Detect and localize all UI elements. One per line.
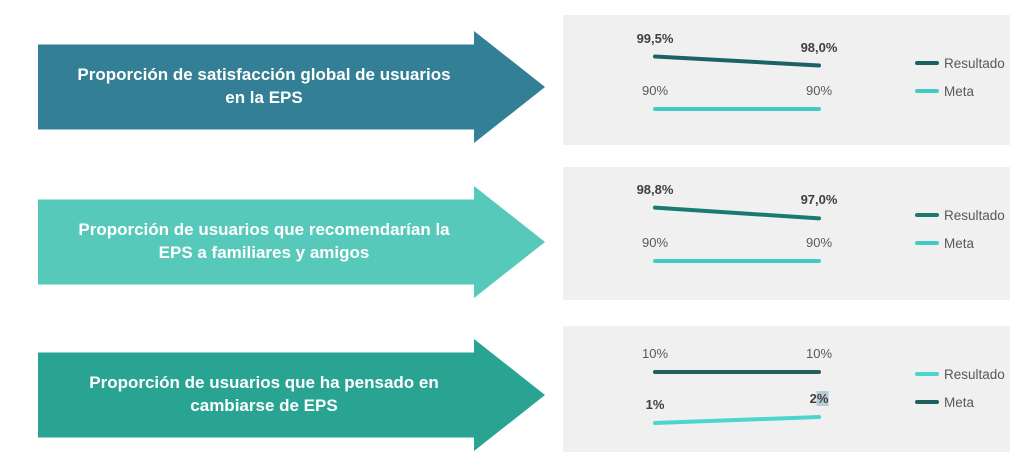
data-label: 90% bbox=[641, 83, 669, 98]
data-labels-layer: 99,5% 98,0% 90% 90% bbox=[563, 15, 1010, 145]
legend-item-resultado: Resultado bbox=[915, 365, 1005, 383]
legend-dash-icon bbox=[915, 89, 939, 93]
data-label: 1% bbox=[645, 397, 665, 412]
data-label: 97,0% bbox=[800, 192, 838, 207]
legend-label: Resultado bbox=[944, 55, 1005, 71]
chart-legend: Resultado Meta bbox=[915, 365, 1005, 411]
series-line-resultado bbox=[653, 415, 821, 425]
line-chart bbox=[653, 370, 821, 425]
data-label: 90% bbox=[641, 235, 669, 250]
chart-legend: Resultado Meta bbox=[915, 54, 1005, 100]
legend-label: Resultado bbox=[944, 366, 1005, 382]
legend-label: Resultado bbox=[944, 207, 1005, 223]
data-label: 98,8% bbox=[636, 182, 674, 197]
legend-label: Meta bbox=[944, 394, 975, 410]
legend-item-resultado: Resultado bbox=[915, 54, 1005, 72]
chart-legend: Resultado Meta bbox=[915, 206, 1005, 252]
arrow-label-line: EPS a familiares y amigos bbox=[158, 243, 370, 262]
data-label: 90% bbox=[805, 235, 833, 250]
arrow-banner-label: Proporción de usuarios que ha pensado en… bbox=[38, 372, 490, 418]
arrow-label-line: Proporción de usuarios que recomendarían… bbox=[78, 220, 450, 240]
legend-item-meta: Meta bbox=[915, 393, 1005, 411]
arrow-banner-recomendacion: Proporción de usuarios que recomendarían… bbox=[38, 186, 545, 298]
arrow-banner-label: Proporción de satisfacción global de usu… bbox=[38, 64, 490, 110]
data-label: 98,0% bbox=[800, 40, 838, 55]
arrow-banner-label: Proporción de usuarios que recomendarían… bbox=[38, 219, 490, 265]
data-labels-layer: 98,8% 97,0% 90% 90% bbox=[563, 167, 1010, 300]
series-line-resultado bbox=[653, 205, 821, 221]
legend-dash-icon bbox=[915, 61, 939, 65]
legend-dash-icon bbox=[915, 400, 939, 404]
data-label: 99,5% bbox=[636, 31, 674, 46]
data-labels-layer: 1% 2% 10% 10% bbox=[563, 326, 1010, 452]
arrow-label-line: Proporción de satisfacción global de usu… bbox=[77, 65, 451, 85]
series-line-resultado bbox=[653, 54, 821, 68]
chart-panel-recomendacion: 98,8% 97,0% 90% 90% Resultado Meta bbox=[563, 167, 1010, 300]
legend-dash-icon bbox=[915, 213, 939, 217]
chart-panel-satisfaccion: 99,5% 98,0% 90% 90% Resultado Meta bbox=[563, 15, 1010, 145]
legend-label: Meta bbox=[944, 83, 975, 99]
arrow-label-line: Proporción de usuarios que ha pensado en bbox=[89, 373, 439, 393]
data-label: 10% bbox=[641, 346, 669, 361]
legend-item-meta: Meta bbox=[915, 82, 1005, 100]
arrow-label-line: en la EPS bbox=[225, 88, 303, 107]
legend-item-meta: Meta bbox=[915, 234, 1005, 252]
legend-dash-icon bbox=[915, 372, 939, 376]
line-chart bbox=[653, 54, 821, 111]
data-label: 90% bbox=[805, 83, 833, 98]
arrow-label-line: cambiarse de EPS bbox=[190, 396, 338, 415]
highlighted-percent: % bbox=[816, 391, 829, 406]
chart-panel-cambiarse: 1% 2% 10% 10% Resultado Meta bbox=[563, 326, 1010, 452]
legend-label: Meta bbox=[944, 235, 975, 251]
legend-dash-icon bbox=[915, 241, 939, 245]
data-label: 2% bbox=[809, 391, 829, 406]
line-chart bbox=[653, 205, 821, 263]
data-label: 10% bbox=[805, 346, 833, 361]
arrow-banner-satisfaccion: Proporción de satisfacción global de usu… bbox=[38, 31, 545, 143]
arrow-banner-cambiarse: Proporción de usuarios que ha pensado en… bbox=[38, 339, 545, 451]
legend-item-resultado: Resultado bbox=[915, 206, 1005, 224]
